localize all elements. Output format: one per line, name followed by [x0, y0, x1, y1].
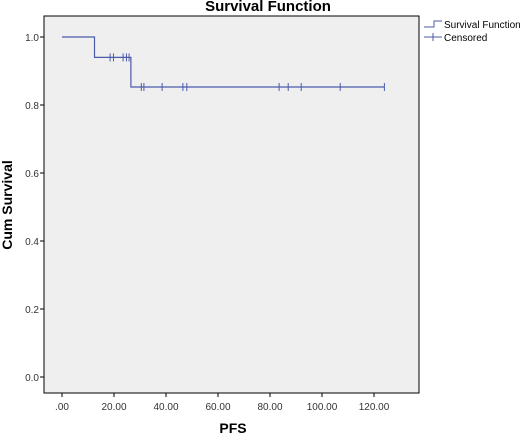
legend-label: Censored — [444, 33, 487, 44]
y-axis: 0.0 0.2 0.4 0.6 0.8 1.0 — [25, 33, 44, 384]
y-tick-label: 0.0 — [25, 373, 39, 384]
y-tick-label: 0.6 — [25, 169, 39, 180]
survival-step-line — [62, 36, 385, 88]
y-axis-title: Cum Survival — [0, 160, 15, 249]
x-tick-label: 60.00 — [205, 402, 230, 413]
x-tick-label: 20.00 — [101, 402, 126, 413]
legend-step-swatch — [424, 20, 442, 28]
y-tick-label: 1.0 — [25, 33, 39, 44]
x-tick-label: .00 — [55, 402, 69, 413]
y-tick-label: 0.4 — [25, 237, 39, 248]
x-axis-title: PFS — [219, 420, 246, 435]
legend: Survival Function Censored — [424, 20, 520, 44]
x-tick-label: 100.00 — [307, 402, 338, 413]
y-tick-label: 0.8 — [25, 101, 39, 112]
series-layer — [62, 36, 385, 91]
x-tick-label: 80.00 — [257, 402, 282, 413]
x-axis: .00 20.00 40.00 60.00 80.00 100.00 120.00 — [55, 393, 390, 413]
plot-area — [43, 15, 420, 394]
x-tick-label: 40.00 — [153, 402, 178, 413]
chart-title: Survival Function — [205, 0, 331, 15]
legend-label: Survival Function — [444, 20, 520, 31]
y-tick-label: 0.2 — [25, 305, 39, 316]
x-tick-label: 120.00 — [359, 402, 390, 413]
